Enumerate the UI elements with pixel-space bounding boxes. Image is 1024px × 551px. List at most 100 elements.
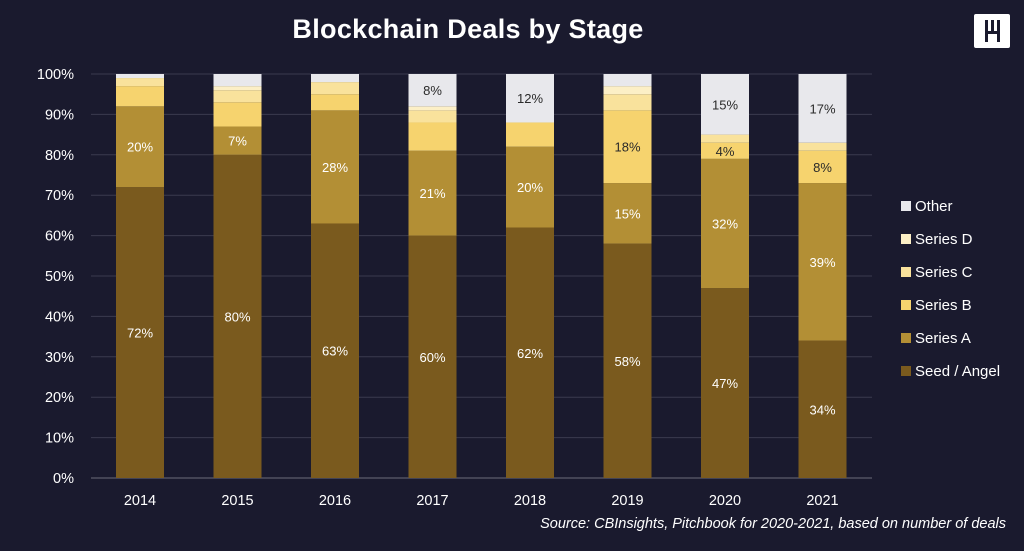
bar-segment-other [506,74,554,123]
bar-segment-seed-angel [408,235,457,478]
bar-segment-other [603,74,652,87]
y-tick-label: 90% [45,107,74,123]
bar-segment-series-c [311,82,359,95]
bar-segment-series-a [311,110,359,224]
x-tick-label: 2015 [221,493,253,509]
y-tick-label: 100% [37,67,74,83]
data-label: 72% [127,326,153,341]
legend-label-other: Other [915,198,953,215]
data-label: 80% [224,309,250,324]
x-tick-label: 2018 [514,493,546,509]
source-note: Source: CBInsights, Pitchbook for 2020-2… [540,516,1006,532]
y-tick-label: 80% [45,148,74,164]
bar-segment-series-d [603,86,652,95]
legend-label-series-a: Series A [915,330,971,347]
pitchbook-logo-icon [974,14,1010,48]
bar-segment-other [701,74,749,135]
bar-segment-series-b [603,110,652,184]
bar-segment-seed-angel [213,154,262,479]
bar-segment-other [213,74,262,87]
data-label: 34% [809,402,835,417]
data-label: 20% [127,140,153,155]
data-label: 15% [614,206,640,221]
x-tick-label: 2017 [416,493,448,509]
bar-segment-series-d [213,86,262,91]
data-label: 12% [517,91,543,106]
y-tick-label: 70% [45,188,74,204]
x-tick-label: 2016 [319,493,351,509]
y-tick-label: 50% [45,269,74,285]
bar-segment-other [408,74,457,107]
bar-segment-series-a [603,183,652,244]
x-tick-label: 2021 [806,493,838,509]
data-label: 7% [228,134,247,149]
y-tick-label: 0% [53,471,74,487]
legend-swatch-seed-angel [901,366,911,376]
data-label: 47% [712,376,738,391]
data-label: 62% [517,346,543,361]
bar-segment-seed-angel [506,227,554,478]
bar-segment-seed-angel [116,187,164,478]
bar-segment-seed-angel [311,223,359,478]
data-label: 63% [322,344,348,359]
data-label: 8% [813,160,832,175]
bar-segment-series-c [408,110,457,123]
data-label: 21% [419,186,445,201]
bar-segment-series-b [213,102,262,127]
bar-segment-series-b [506,122,554,147]
bar-segment-series-c [603,94,652,111]
bar-segment-series-d [408,106,457,111]
bar-segment-series-b [311,94,359,111]
x-tick-label: 2020 [709,493,741,509]
legend-label-series-b: Series B [915,297,972,314]
bar-segment-series-c [116,78,164,87]
bar-segment-series-a [116,106,164,188]
y-tick-label: 60% [45,229,74,245]
bar-segment-series-a [506,146,554,228]
legend-label-series-c: Series C [915,264,973,281]
y-tick-label: 10% [45,431,74,447]
bar-segment-series-a [701,158,749,289]
bar-segment-other [116,74,164,79]
bar-segment-series-c [213,90,262,103]
y-tick-label: 30% [45,350,74,366]
bar-segment-seed-angel [798,340,847,478]
data-label: 20% [517,180,543,195]
bar-segment-other [798,74,847,143]
data-label: 32% [712,216,738,231]
bar-segment-series-a [798,183,847,341]
bar-segment-series-c [798,142,847,151]
data-label: 18% [614,140,640,155]
legend-label-series-d: Series D [915,231,973,248]
bar-segment-series-a [408,150,457,236]
pitchbook-logo-glyph [985,20,1000,42]
y-tick-label: 20% [45,390,74,406]
chart-title: Blockchain Deals by Stage [292,14,644,44]
data-label: 28% [322,160,348,175]
legend-swatch-other [901,201,911,211]
legend-swatch-series-b [901,300,911,310]
data-label: 39% [809,255,835,270]
data-label: 58% [614,354,640,369]
legend-swatch-series-c [901,267,911,277]
x-tick-label: 2014 [124,493,156,509]
data-label: 8% [423,83,442,98]
bar-segment-series-b [116,86,164,107]
data-label: 60% [419,350,445,365]
bar-segment-series-c [701,134,749,143]
bar-segment-series-b [798,150,847,184]
bar-segment-series-b [701,142,749,159]
data-label: 17% [809,101,835,116]
bar-segment-series-a [213,126,262,155]
data-label: 15% [712,97,738,112]
bar-segment-other [311,74,359,83]
bar-segment-seed-angel [603,243,652,478]
legend-swatch-series-d [901,234,911,244]
bar-segment-series-b [408,122,457,151]
legend-swatch-series-a [901,333,911,343]
x-tick-label: 2019 [611,493,643,509]
y-tick-label: 40% [45,309,74,325]
legend-label-seed-angel: Seed / Angel [915,363,1000,380]
